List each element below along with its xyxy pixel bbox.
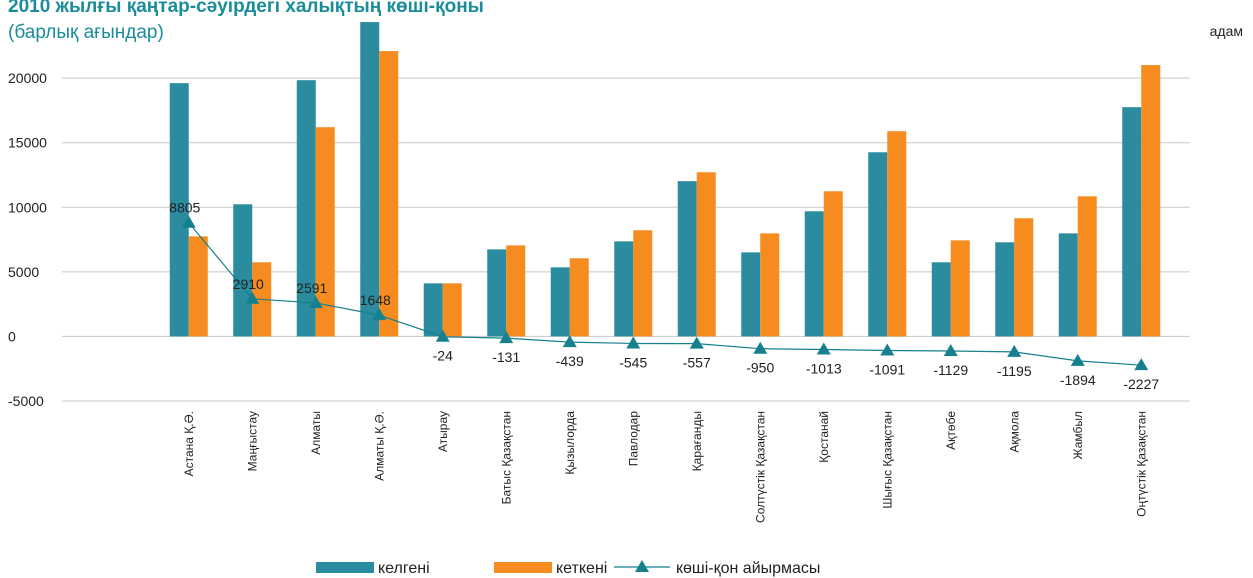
- bar: [741, 252, 761, 337]
- bar: [614, 241, 634, 337]
- unit-label: адам: [1210, 23, 1243, 39]
- line-marker: [1070, 353, 1085, 366]
- bar: [442, 283, 462, 337]
- bar: [188, 236, 208, 337]
- bar: [550, 267, 570, 337]
- bar: [506, 245, 526, 337]
- bar: [931, 262, 951, 337]
- line-marker: [1134, 358, 1149, 371]
- data-label: -24: [433, 348, 453, 364]
- data-label: -1195: [997, 363, 1032, 379]
- x-tick-label: Алматы: [309, 411, 323, 455]
- bar: [169, 83, 189, 337]
- bar: [569, 258, 589, 337]
- bar: [315, 127, 335, 337]
- x-tick-label: Қызылорда: [563, 411, 577, 475]
- x-tick-label: Жамбыл: [1071, 411, 1085, 460]
- legend-label: келгені: [378, 560, 430, 577]
- bar: [379, 51, 399, 337]
- x-tick-label: Ақтөбе: [944, 411, 958, 450]
- x-tick-label: Атырау: [436, 411, 450, 452]
- data-label: 1648: [360, 292, 391, 308]
- line-marker: [626, 336, 641, 349]
- bar: [1122, 107, 1142, 337]
- legend-label: кеткені: [556, 560, 607, 577]
- data-label: -1894: [1060, 372, 1096, 388]
- y-tick-label: 0: [8, 328, 16, 344]
- line-marker: [689, 336, 704, 349]
- bar: [233, 204, 253, 337]
- line-marker: [753, 341, 768, 354]
- bar: [360, 22, 380, 337]
- y-tick-label: 5000: [8, 264, 39, 280]
- legend-label: көші-қон айырмасы: [676, 560, 820, 577]
- line-marker: [435, 329, 450, 342]
- bar: [633, 230, 653, 337]
- data-label: 8805: [169, 200, 200, 216]
- legend-swatch: [635, 560, 649, 572]
- x-tick-label: Оңтүстік Қазақстан: [1134, 411, 1148, 517]
- x-tick-label: Ақмола: [1007, 411, 1021, 453]
- x-tick-label: Солтүстік Қазақстан: [753, 411, 767, 523]
- data-label: 2910: [233, 276, 264, 292]
- bar: [887, 131, 907, 337]
- line-marker: [499, 331, 514, 344]
- bar: [1014, 218, 1034, 337]
- line-marker: [181, 215, 196, 228]
- y-tick-label: 15000: [8, 135, 47, 151]
- y-tick-label: 10000: [8, 199, 47, 215]
- bar: [696, 172, 716, 337]
- line-marker: [1007, 344, 1022, 357]
- bar: [1141, 65, 1161, 337]
- bar: [296, 80, 316, 337]
- x-tick-label: Шығыс Қазақстан: [880, 411, 894, 509]
- bar: [868, 152, 888, 337]
- line-marker: [562, 335, 577, 348]
- bar: [760, 233, 780, 337]
- bar: [487, 249, 507, 337]
- data-label: -439: [556, 353, 584, 369]
- chart-subtitle: (барлық ағындар): [8, 22, 164, 43]
- line-marker: [943, 344, 958, 357]
- y-tick-label: 20000: [8, 70, 47, 86]
- x-tick-label: Павлодар: [626, 411, 640, 467]
- line-marker: [372, 308, 387, 321]
- data-label: -950: [746, 360, 774, 376]
- legend-swatch: [494, 562, 552, 573]
- line-marker: [308, 295, 323, 308]
- x-tick-label: Батыс Қазақстан: [499, 411, 513, 504]
- x-tick-label: Алматы Қ.Ә.: [372, 411, 386, 481]
- data-label: -545: [619, 354, 647, 370]
- x-tick-label: Қарағанды: [690, 411, 704, 471]
- chart-title: 2010 жылғы қаңтар-сәуірдегі халықтың көш…: [8, 0, 484, 17]
- x-tick-label: Маңғыстау: [245, 411, 259, 471]
- bar: [423, 283, 443, 337]
- data-label: 2591: [296, 280, 327, 296]
- data-label: -131: [492, 349, 520, 365]
- x-tick-label: Қостанай: [817, 411, 831, 463]
- bar: [1077, 196, 1097, 337]
- data-label: -1013: [806, 361, 842, 377]
- data-label: -1091: [869, 362, 905, 378]
- x-tick-label: Астана Қ.Ә.: [182, 411, 196, 476]
- data-label: -2227: [1123, 376, 1159, 392]
- line-marker: [880, 343, 895, 356]
- y-tick-label: -5000: [8, 393, 44, 409]
- line-marker: [245, 291, 260, 304]
- data-label: -1129: [933, 362, 968, 378]
- bar: [950, 240, 970, 337]
- bar: [995, 242, 1015, 337]
- line: [188, 222, 1142, 366]
- bar: [804, 211, 824, 337]
- data-label: -557: [683, 355, 711, 371]
- bar: [823, 191, 843, 337]
- legend-swatch: [316, 562, 374, 573]
- bar: [677, 181, 697, 337]
- bar: [1058, 233, 1078, 337]
- line-marker: [816, 342, 831, 355]
